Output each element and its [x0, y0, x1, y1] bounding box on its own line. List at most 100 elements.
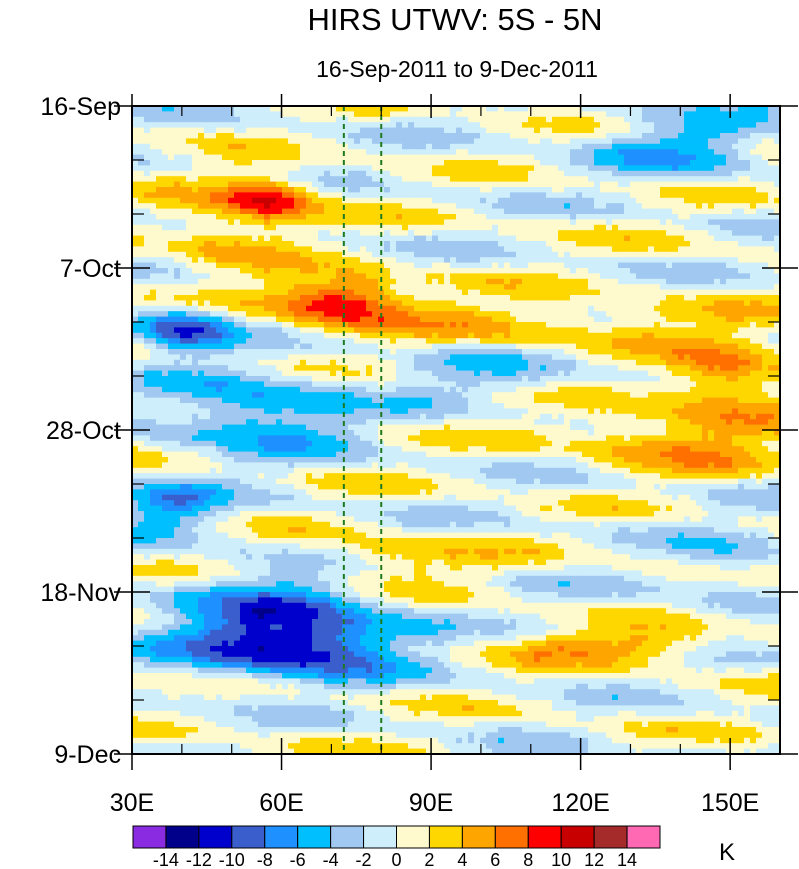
field-cell — [594, 257, 601, 264]
field-cell — [564, 278, 571, 285]
field-cell — [486, 133, 493, 139]
field-cell — [420, 241, 427, 247]
field-cell — [144, 170, 151, 177]
field-cell — [348, 284, 355, 291]
field-cell — [582, 143, 589, 150]
field-cell — [672, 295, 679, 301]
field-cell — [720, 106, 727, 112]
field-cell — [288, 257, 295, 264]
field-cell — [726, 305, 733, 312]
field-cell — [750, 322, 757, 328]
field-cell — [678, 305, 685, 312]
field-cell — [264, 322, 271, 328]
field-cell — [192, 246, 199, 253]
field-cell — [426, 160, 433, 166]
field-cell — [354, 111, 361, 118]
field-cell — [366, 187, 373, 193]
field-cell — [774, 241, 780, 247]
field-cell — [558, 111, 565, 118]
field-cell — [132, 246, 139, 253]
field-cell — [252, 327, 259, 334]
field-cell — [252, 106, 259, 112]
field-cell — [228, 251, 235, 258]
field-cell — [510, 219, 517, 226]
field-cell — [708, 235, 715, 242]
field-cell — [216, 278, 223, 285]
field-cell — [276, 316, 283, 323]
field-cell — [624, 295, 631, 301]
field-cell — [642, 214, 649, 220]
field-cell — [498, 143, 505, 150]
field-cell — [642, 149, 649, 156]
field-cell — [528, 187, 535, 193]
field-cell — [654, 305, 661, 312]
field-cell — [216, 311, 223, 318]
field-cell — [708, 289, 715, 296]
field-cell — [480, 154, 487, 161]
field-cell — [516, 219, 523, 226]
field-cell — [150, 143, 157, 150]
field-cell — [750, 138, 757, 145]
field-cell — [192, 203, 199, 210]
field-cell — [522, 278, 529, 285]
field-cell — [318, 327, 325, 334]
field-cell — [552, 257, 559, 264]
field-cell — [552, 170, 559, 177]
field-cell — [600, 208, 607, 215]
field-cell — [540, 154, 547, 161]
field-cell — [732, 289, 739, 296]
field-cell — [456, 268, 463, 274]
field-cell — [594, 246, 601, 253]
field-cell — [276, 154, 283, 161]
field-cell — [558, 181, 565, 188]
field-cell — [438, 154, 445, 161]
field-cell — [288, 268, 295, 274]
field-cell — [546, 230, 553, 237]
field-cell — [396, 230, 403, 237]
field-cell — [144, 241, 151, 247]
field-cell — [510, 149, 517, 156]
field-cell — [684, 349, 691, 355]
field-cell — [522, 316, 529, 323]
field-cell — [696, 111, 703, 118]
field-cell — [174, 219, 181, 226]
field-cell — [132, 214, 139, 220]
field-cell — [420, 160, 427, 166]
field-cell — [732, 300, 739, 307]
field-cell — [282, 224, 289, 231]
field-cell — [474, 305, 481, 312]
field-cell — [486, 176, 493, 183]
field-cell — [306, 278, 313, 285]
field-cell — [150, 111, 157, 118]
field-cell — [186, 327, 193, 334]
field-cell — [726, 154, 733, 161]
field-cell — [330, 181, 337, 188]
field-cell — [498, 224, 505, 231]
field-cell — [768, 327, 775, 334]
field-cell — [618, 106, 625, 112]
field-cell — [168, 208, 175, 215]
field-cell — [252, 208, 259, 215]
field-cell — [324, 203, 331, 210]
field-cell — [534, 165, 541, 172]
field-cell — [576, 149, 583, 156]
field-cell — [720, 316, 727, 323]
field-cell — [624, 203, 631, 210]
field-cell — [174, 143, 181, 150]
field-cell — [402, 338, 409, 345]
field-cell — [648, 170, 655, 177]
field-cell — [756, 149, 763, 156]
field-cell — [300, 284, 307, 291]
field-cell — [498, 176, 505, 183]
field-cell — [546, 165, 553, 172]
field-cell — [570, 149, 577, 156]
field-cell — [228, 127, 235, 134]
field-cell — [276, 149, 283, 156]
field-cell — [714, 208, 721, 215]
field-cell — [198, 305, 205, 312]
field-cell — [204, 284, 211, 291]
field-cell — [528, 160, 535, 166]
field-cell — [708, 273, 715, 280]
field-cell — [762, 138, 769, 145]
field-cell — [186, 181, 193, 188]
